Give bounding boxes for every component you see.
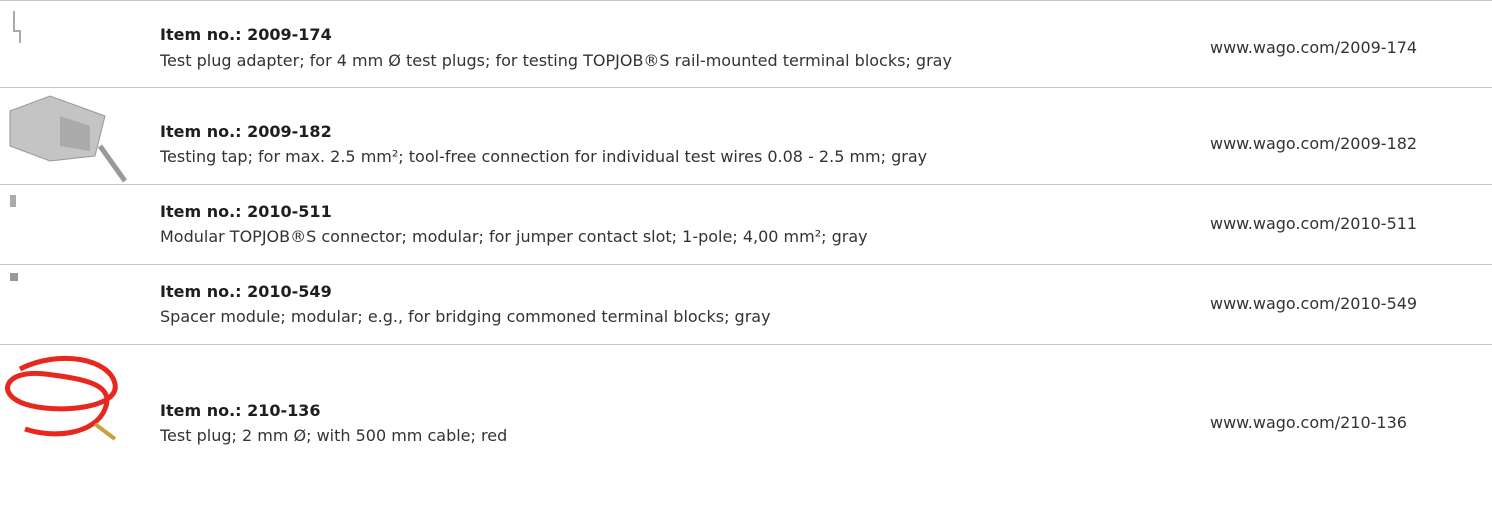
item-description: Modular TOPJOB®S connector; modular; for… [160,227,868,246]
item-number: Item no.: 2010-549 [160,282,332,301]
item-url[interactable]: www.wago.com/2009-182 [1210,134,1418,153]
product-image [13,11,21,43]
item-number: Item no.: 2010-511 [160,202,332,221]
product-image [5,355,118,441]
product-row: Item no.: 210-136 Test plug; 2 mm Ø; wit… [0,345,1492,508]
product-image [9,95,128,183]
item-url[interactable]: www.wago.com/2010-511 [1210,214,1418,233]
item-description: Test plug; 2 mm Ø; with 500 mm cable; re… [160,426,508,445]
item-number: Item no.: 210-136 [160,401,321,420]
product-image [10,273,18,281]
item-url[interactable]: www.wago.com/2010-549 [1210,294,1418,313]
item-description: Test plug adapter; for 4 mm Ø test plugs… [160,51,952,70]
item-description: Spacer module; modular; e.g., for bridgi… [160,307,771,326]
product-image [10,195,16,207]
product-row: Item no.: 2010-511 Modular TOPJOB®S conn… [0,185,1492,265]
product-row: Item no.: 2009-174 Test plug adapter; fo… [0,0,1492,88]
item-number: Item no.: 2009-182 [160,122,332,141]
item-description: Testing tap; for max. 2.5 mm²; tool-free… [160,147,928,166]
product-row: Item no.: 2009-182 Testing tap; for max.… [0,87,1492,185]
product-row: Item no.: 2010-549 Spacer module; modula… [0,265,1492,345]
item-number: Item no.: 2009-174 [160,25,332,44]
item-url[interactable]: www.wago.com/210-136 [1210,413,1407,432]
item-url[interactable]: www.wago.com/2009-174 [1210,38,1418,57]
